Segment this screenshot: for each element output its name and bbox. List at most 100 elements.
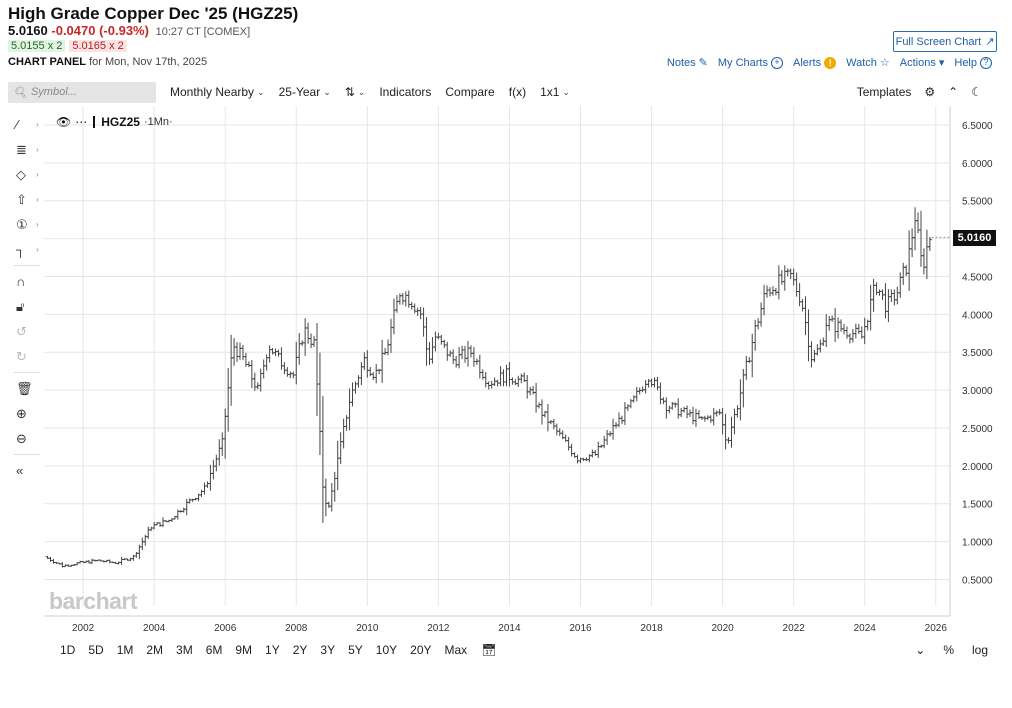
y-tick-label: 1.5000 [962, 500, 993, 511]
range-button-1y[interactable]: 1Y [265, 643, 280, 657]
eye-icon[interactable]: 👁︎ [56, 115, 72, 129]
ohlc-bar [685, 405, 690, 419]
arrow-tool[interactable]: ⇧ › [10, 187, 40, 212]
indicators-button[interactable]: Indicators [379, 85, 431, 99]
templates-button[interactable]: Templates [856, 85, 912, 99]
range-button-max[interactable]: Max [444, 643, 468, 657]
period-select[interactable]: Monthly Nearby ⌄ [170, 85, 265, 99]
theme-moon-icon[interactable]: ☾ [971, 85, 982, 99]
ohlc-bar [800, 299, 805, 312]
double-chevron-left-icon: « [16, 463, 24, 478]
ohlc-bar [445, 341, 450, 361]
ohlc-bar [691, 406, 696, 425]
scroll-down-icon[interactable]: ⌄ [915, 643, 926, 657]
range-bar-right: ⌄ % log [915, 640, 988, 660]
ohlc-bar [750, 333, 755, 378]
ohlc-bar [643, 380, 648, 394]
gear-icon[interactable]: ⚙ [924, 85, 936, 99]
actions-menu[interactable]: Actions ▾ [900, 56, 945, 70]
ohlc-bar [773, 287, 778, 296]
watch-link[interactable]: Watch ☆ [846, 56, 890, 70]
y-tick-label: 1.0000 [962, 538, 993, 549]
shapes-tool[interactable]: ◇ › [10, 162, 40, 187]
ohlc-bar [836, 317, 841, 339]
drawing-tools-sidebar: ∕ › ≣ › ◇ › ⇧ › ① › ┐ › ∩ 🔓︎ ↺ ↻ 🗑︎ ⊕ ⊖ « [10, 112, 44, 483]
calendar-icon[interactable]: 📅︎ [481, 643, 497, 657]
ohlc-bar [149, 526, 154, 532]
alerts-link[interactable]: Alerts! [793, 56, 837, 69]
range-button-1d[interactable]: 1D [60, 643, 76, 657]
delete-button[interactable]: 🗑︎ [10, 376, 40, 401]
measure-tool[interactable]: ┐ › [10, 237, 40, 262]
compare-button[interactable]: Compare [445, 85, 494, 99]
plus-circle-icon: + [771, 56, 783, 69]
range-button-2y[interactable]: 2Y [292, 643, 308, 657]
ohlc-bar [803, 296, 808, 336]
redo-button[interactable]: ↻ [10, 344, 40, 369]
collapse-icon[interactable]: ⌃ [948, 85, 959, 99]
symbol-search-input[interactable]: 🔍︎ Symbol... [8, 81, 156, 103]
fibonacci-tool[interactable]: ≣ › [10, 137, 40, 162]
range-button-10y[interactable]: 10Y [375, 643, 398, 657]
range-button-3y[interactable]: 3Y [320, 643, 336, 657]
percent-scale-toggle[interactable]: % [943, 643, 954, 657]
undo-button[interactable]: ↺ [10, 319, 40, 344]
function-button[interactable]: f(x) [509, 85, 526, 99]
log-scale-toggle[interactable]: log [971, 643, 988, 657]
range-button-5d[interactable]: 5D [88, 643, 104, 657]
quote-line: 5.0160 -0.0470 (-0.93%) 10:27 CT [COMEX] [8, 23, 250, 38]
ohlc-bar [187, 498, 192, 504]
sidebar-divider [14, 265, 40, 266]
y-tick-label: 3.5000 [962, 348, 993, 359]
ohlc-bar [513, 379, 518, 386]
ohlc-bar [907, 230, 912, 291]
full-screen-chart-button[interactable]: Full Screen Chart ↗ [893, 31, 997, 52]
layout-select[interactable]: 1x1 ⌄ [540, 85, 570, 99]
shape-icon: ◇ [16, 166, 26, 182]
ohlc-bar [306, 322, 311, 344]
chevron-right-icon: › [36, 245, 39, 254]
range-button-5y[interactable]: 5Y [348, 643, 363, 657]
ohlc-bar [442, 339, 447, 348]
help-link[interactable]: Help? [954, 56, 992, 69]
range-button-2m[interactable]: 2M [146, 643, 164, 657]
price-chart[interactable]: 0.5000 1.0000 1.5000 2.0000 2.5000 3.0000 3.50… [44, 106, 1004, 636]
range-button-3m[interactable]: 3M [176, 643, 193, 657]
more-dots-icon[interactable]: ⋯ [75, 115, 88, 129]
range-button-20y[interactable]: 20Y [410, 643, 432, 657]
ohlc-bar [51, 558, 56, 564]
range-bar: 1D 5D 1M 2M 3M 6M 9M 1Y 2Y 3Y 5Y 10Y 20Y Max 📅︎ ⌄ % l… [44, 640, 1000, 660]
trend-line-tool[interactable]: ∕ › [10, 112, 40, 137]
range-button-6m[interactable]: 6M [205, 643, 223, 657]
last-price: 5.0160 [8, 23, 48, 38]
ohlc-bar [246, 361, 251, 368]
ohlc-bar [391, 298, 396, 335]
range-label: 25-Year [278, 85, 321, 99]
my-charts-link[interactable]: My Charts + [718, 56, 783, 69]
range-button-1m[interactable]: 1M [116, 643, 134, 657]
zoom-out-button[interactable]: ⊖ [10, 426, 40, 451]
ohlc-bar [421, 307, 426, 337]
ohlc-bar [815, 344, 820, 356]
collapse-sidebar-button[interactable]: « [10, 458, 40, 483]
ohlc-bar [833, 308, 838, 342]
legend-color-bar [93, 116, 96, 128]
lock-tool[interactable]: 🔓︎ [10, 294, 40, 319]
ohlc-bar [767, 287, 772, 297]
range-select[interactable]: 25-Year ⌄ [279, 85, 331, 99]
ohlc-bar [744, 355, 749, 380]
zoom-in-button[interactable]: ⊕ [10, 401, 40, 426]
ohlc-bar [394, 295, 399, 313]
ohlc-bar [347, 388, 352, 431]
ohlc-bar [762, 284, 767, 316]
magnet-tool[interactable]: ∩ [10, 269, 40, 294]
chevron-right-icon: › [36, 145, 39, 154]
bar-type-select[interactable]: ⇅ ⌄ [345, 85, 366, 99]
x-tick-label: 2016 [569, 623, 592, 634]
ohlc-bar [756, 318, 761, 330]
range-button-9m[interactable]: 9M [235, 643, 253, 657]
notes-link[interactable]: Notes ✎ [667, 56, 708, 70]
ohlc-bar [844, 326, 849, 339]
ohlc-bar [924, 229, 929, 280]
annotation-tool[interactable]: ① › [10, 212, 40, 237]
